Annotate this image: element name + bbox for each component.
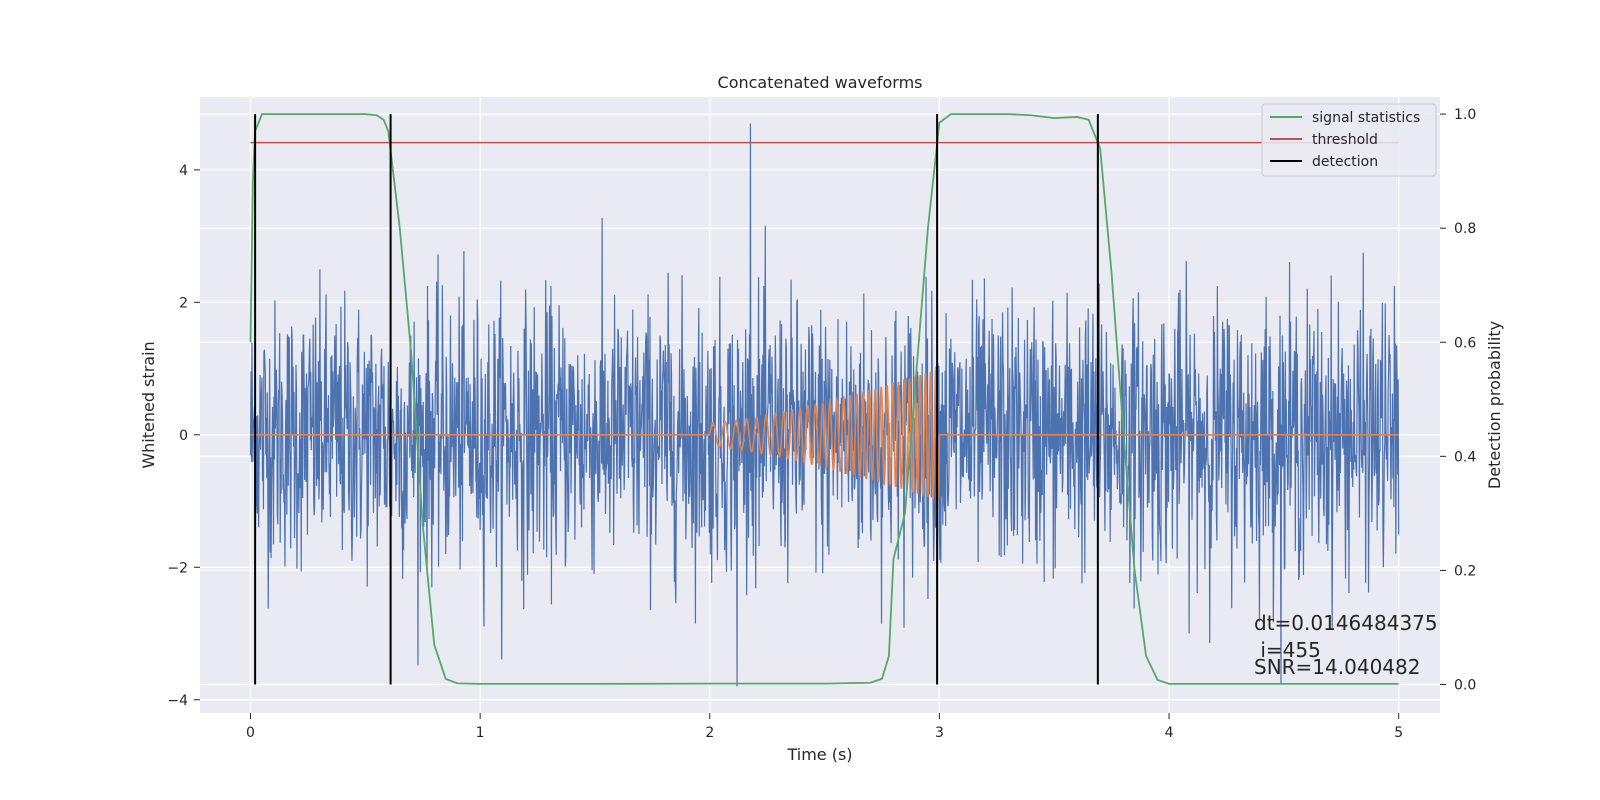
y-right-tick-label: 1.0	[1454, 107, 1476, 123]
y-tick-label: 0	[179, 428, 188, 444]
y-right-tick-label: 0.2	[1454, 563, 1476, 579]
y-tick-label: 4	[179, 163, 188, 179]
series-layer	[249, 113, 1400, 687]
chart-title: Concatenated waveforms	[718, 73, 923, 92]
x-tick-label: 5	[1394, 725, 1403, 741]
y-tick-label: 2	[179, 295, 188, 311]
y-axis-label-right: Detection probability	[1485, 321, 1504, 489]
legend-label-signal-statistics: signal statistics	[1312, 110, 1420, 126]
ticks: 0 1 2 3 4 5 −4 −2 0 2 4 0.0 0.2 0.4 0.6 0.8 1.0	[167, 107, 1476, 741]
legend: signal statistics threshold detection	[1261, 103, 1437, 177]
annotation-snr: SNR=14.040482	[1254, 655, 1420, 679]
series-injected-chirp	[250, 369, 1399, 501]
y-axis-label: Whitened strain	[139, 341, 158, 468]
y-right-tick-label: 0.8	[1454, 221, 1476, 237]
series-whitened-strain	[249, 123, 1400, 687]
x-tick-label: 4	[1165, 725, 1174, 741]
legend-label-detection: detection	[1312, 154, 1378, 170]
y-tick-label: −2	[167, 560, 188, 576]
x-axis-label: Time (s)	[786, 745, 852, 764]
y-tick-label: −4	[167, 693, 188, 709]
x-tick-label: 1	[476, 725, 485, 741]
annotation-index: i=455	[1254, 638, 1321, 662]
annotation-dt: dt=0.0146484375	[1254, 611, 1438, 635]
x-tick-label: 2	[705, 725, 714, 741]
legend-box	[1261, 103, 1437, 177]
y-right-tick-label: 0.0	[1454, 677, 1476, 693]
x-tick-label: 0	[246, 725, 255, 741]
y-right-tick-label: 0.6	[1454, 335, 1476, 351]
y-right-tick-label: 0.4	[1454, 449, 1476, 465]
series-signal-statistics	[249, 113, 1399, 685]
x-tick-label: 3	[935, 725, 944, 741]
legend-label-threshold: threshold	[1312, 132, 1378, 148]
